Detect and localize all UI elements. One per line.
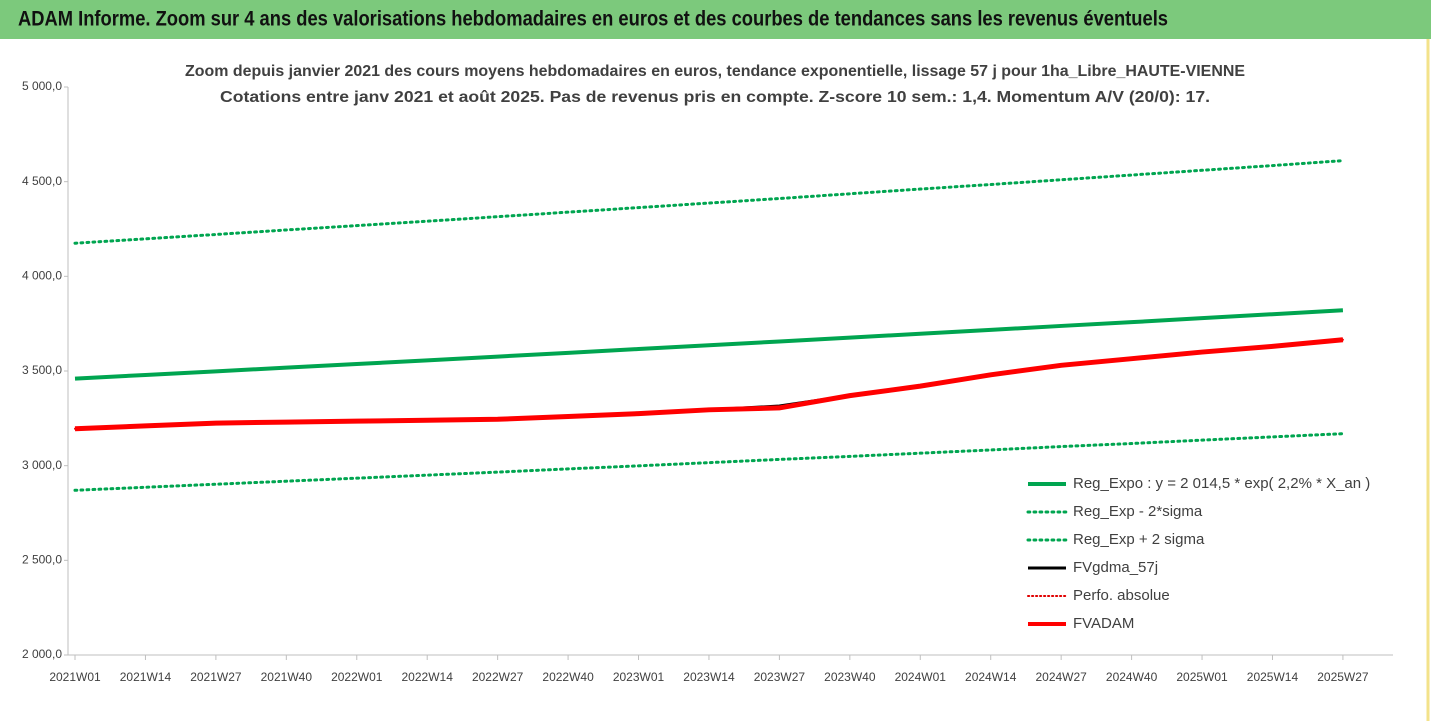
x-tick-label: 2025W27	[1317, 670, 1369, 684]
legend-label: Reg_Exp + 2 sigma	[1073, 531, 1205, 548]
y-tick-label: 3 000,0	[22, 458, 62, 472]
x-tick-label: 2024W27	[1035, 670, 1087, 684]
x-tick-label: 2022W14	[402, 670, 454, 684]
x-tick-label: 2024W40	[1106, 670, 1158, 684]
x-tick-label: 2021W40	[261, 670, 313, 684]
chart-title: Zoom depuis janvier 2021 des cours moyen…	[185, 63, 1245, 80]
x-tick-label: 2024W14	[965, 670, 1017, 684]
series-line	[74, 308, 1344, 381]
x-tick-label: 2025W14	[1247, 670, 1299, 684]
y-tick-label: 5 000,0	[22, 79, 62, 93]
x-tick-label: 2021W14	[120, 670, 172, 684]
y-tick-label: 2 500,0	[22, 553, 62, 567]
y-tick-label: 2 000,0	[22, 647, 62, 661]
legend-label: FVADAM	[1073, 615, 1134, 632]
header-title: ADAM Informe. Zoom sur 4 ans des valoris…	[18, 8, 1168, 31]
y-tick-label: 3 500,0	[22, 363, 62, 377]
x-tick-label: 2023W14	[683, 670, 735, 684]
x-tick-label: 2022W40	[542, 670, 594, 684]
series-line	[73, 432, 1345, 492]
y-tick-label: 4 500,0	[22, 174, 62, 188]
x-tick-label: 2021W01	[49, 670, 101, 684]
legend-label: FVgdma_57j	[1073, 559, 1158, 576]
x-tick-label: 2021W27	[190, 670, 242, 684]
x-tick-label: 2022W27	[472, 670, 524, 684]
x-tick-label: 2023W01	[613, 670, 665, 684]
legend-label: Perfo. absolue	[1073, 587, 1170, 604]
x-tick-label: 2024W01	[895, 670, 947, 684]
header-bar	[0, 0, 1431, 39]
y-tick-label: 4 000,0	[22, 269, 62, 283]
x-tick-label: 2023W27	[754, 670, 806, 684]
series-line	[74, 337, 1344, 432]
legend-label: Reg_Exp - 2*sigma	[1073, 503, 1203, 520]
x-tick-label: 2025W01	[1176, 670, 1228, 684]
legend-label: Reg_Expo : y = 2 014,5 * exp( 2,2% * X_a…	[1073, 475, 1370, 492]
series-line	[73, 159, 1345, 245]
x-tick-label: 2023W40	[824, 670, 876, 684]
chart-subtitle: Cotations entre janv 2021 et août 2025. …	[220, 89, 1210, 106]
x-tick-label: 2022W01	[331, 670, 383, 684]
